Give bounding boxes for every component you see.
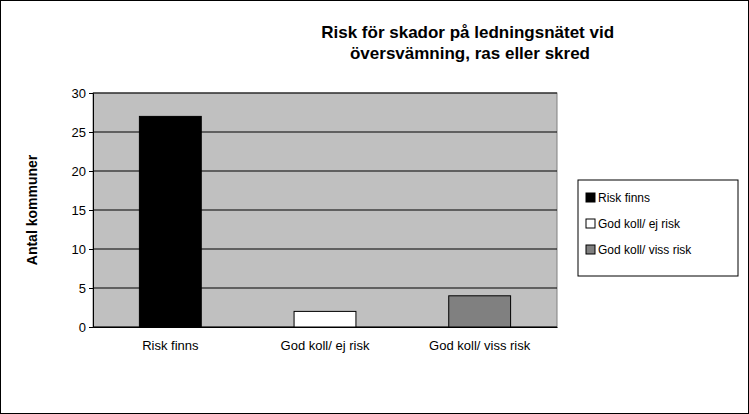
y-tick: 20 bbox=[72, 164, 93, 179]
y-tick-label: 5 bbox=[79, 281, 86, 296]
grid-line bbox=[93, 93, 557, 94]
y-tick: 0 bbox=[79, 320, 93, 335]
legend-swatch bbox=[586, 193, 595, 202]
y-axis: 0 5 10 15 20 25 30 bbox=[72, 86, 94, 335]
y-tick: 15 bbox=[72, 203, 93, 218]
y-tick-mark bbox=[89, 210, 93, 211]
plot-area bbox=[93, 93, 557, 327]
y-tick-mark bbox=[89, 327, 93, 328]
y-tick-mark bbox=[89, 132, 93, 133]
y-tick-label: 30 bbox=[72, 86, 86, 101]
x-axis: Risk finns God koll/ ej risk God koll/ vis… bbox=[94, 327, 558, 353]
x-tick: Risk finns bbox=[142, 327, 199, 353]
y-tick-mark bbox=[89, 288, 93, 289]
legend: Risk finns God koll/ ej risk God koll/ vis… bbox=[578, 180, 738, 276]
y-tick: 10 bbox=[72, 242, 93, 257]
legend-swatch bbox=[586, 219, 595, 228]
y-tick-mark bbox=[89, 93, 93, 94]
x-axis-line bbox=[94, 327, 558, 328]
legend-label: God koll/ ej risk bbox=[598, 217, 681, 231]
y-axis-title: Antal kommuner bbox=[24, 154, 40, 265]
x-tick: God koll/ ej risk bbox=[281, 327, 370, 353]
grid bbox=[93, 93, 557, 327]
legend-label: God koll/ viss risk bbox=[598, 243, 692, 257]
bars bbox=[139, 116, 510, 327]
x-tick: God koll/ viss risk bbox=[429, 327, 531, 353]
y-tick-mark bbox=[89, 171, 93, 172]
bar bbox=[294, 311, 356, 327]
bar bbox=[139, 116, 201, 327]
y-tick: 5 bbox=[79, 281, 93, 296]
chart: 0 5 10 15 20 25 30 Risk finns God koll/ ej risk G… bbox=[0, 0, 749, 414]
x-tick-label: Risk finns bbox=[142, 338, 199, 353]
y-tick-label: 0 bbox=[79, 320, 86, 335]
legend-label: Risk finns bbox=[598, 191, 650, 205]
x-tick-label: God koll/ ej risk bbox=[281, 338, 370, 353]
y-tick-label: 20 bbox=[72, 164, 86, 179]
y-tick: 25 bbox=[72, 125, 93, 140]
y-tick: 30 bbox=[72, 86, 93, 101]
y-tick-label: 25 bbox=[72, 125, 86, 140]
legend-swatch bbox=[586, 245, 595, 254]
bar bbox=[449, 296, 511, 327]
chart-title: Risk för skador på ledningsnätet vid öve… bbox=[321, 23, 619, 63]
x-tick-label: God koll/ viss risk bbox=[429, 338, 531, 353]
chart-border bbox=[1, 1, 749, 414]
y-tick-label: 10 bbox=[72, 242, 86, 257]
y-axis-line bbox=[89, 94, 94, 328]
y-tick-label: 15 bbox=[72, 203, 86, 218]
y-tick-mark bbox=[89, 249, 93, 250]
legend-box bbox=[578, 180, 738, 276]
